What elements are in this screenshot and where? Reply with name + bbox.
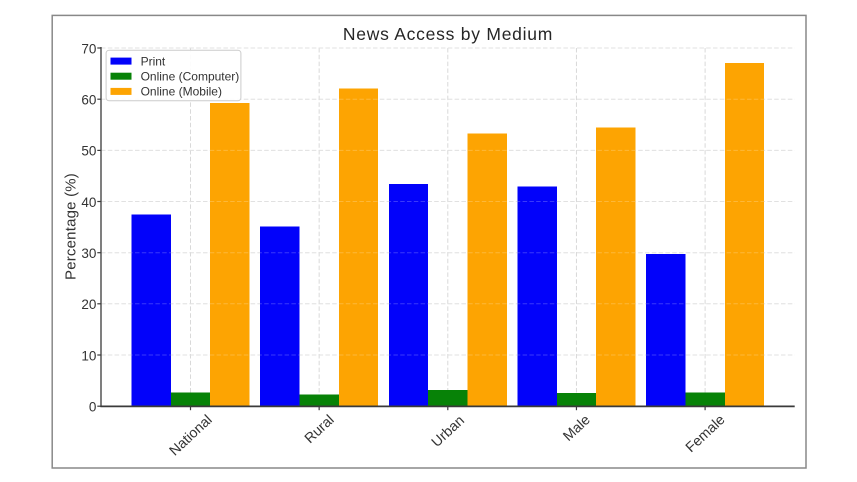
svg-text:50: 50 xyxy=(81,144,96,159)
svg-text:30: 30 xyxy=(81,246,96,261)
svg-text:60: 60 xyxy=(81,93,96,108)
svg-text:Online (Computer): Online (Computer) xyxy=(141,70,240,84)
svg-text:10: 10 xyxy=(81,348,96,363)
svg-text:Percentage (%): Percentage (%) xyxy=(62,173,79,280)
svg-text:News Access by Medium: News Access by Medium xyxy=(343,24,553,44)
svg-text:Online (Mobile): Online (Mobile) xyxy=(141,85,222,99)
svg-text:0: 0 xyxy=(89,400,97,415)
svg-text:70: 70 xyxy=(81,41,96,56)
svg-text:Print: Print xyxy=(141,54,166,68)
svg-text:20: 20 xyxy=(81,297,96,312)
svg-text:40: 40 xyxy=(81,195,96,210)
